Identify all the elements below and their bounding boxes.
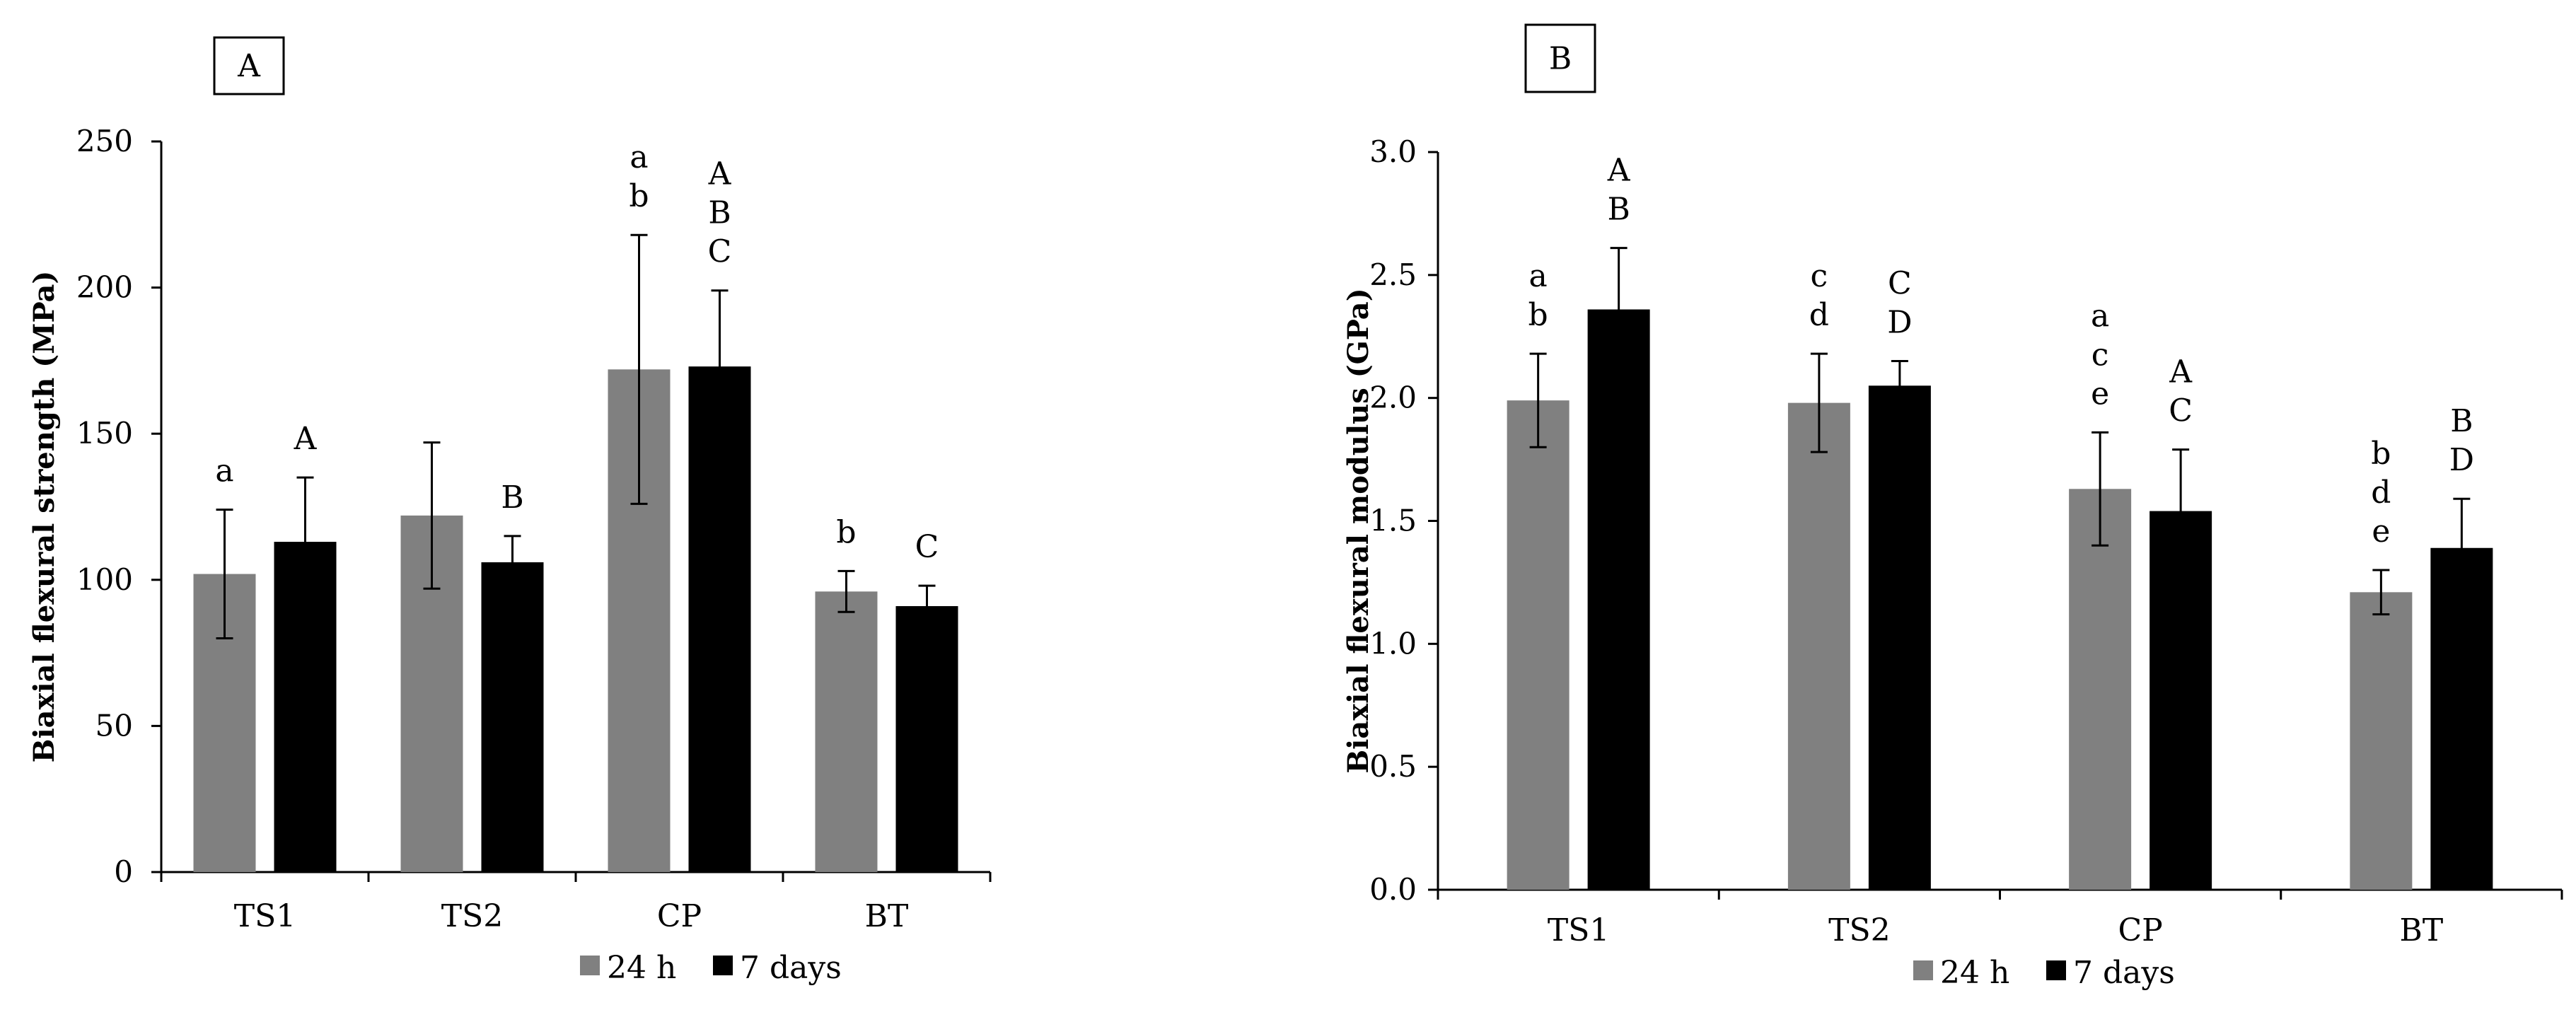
significance-letter: D: [2449, 442, 2474, 478]
bar-7days-CP: [688, 366, 751, 872]
significance-letter: a: [215, 453, 233, 489]
significance-letter: b: [2371, 436, 2391, 472]
y-tick-label: 2.0: [1369, 381, 1417, 415]
panel-label-box: [213, 36, 285, 95]
x-tick-label: BT: [2400, 912, 2444, 948]
significance-letter: A: [708, 156, 732, 192]
y-tick-label: 150: [76, 416, 133, 451]
significance-letter: e: [2091, 376, 2109, 412]
significance-letter: a: [2091, 298, 2109, 334]
panel-label: A: [237, 48, 261, 84]
significance-letter: A: [294, 421, 318, 457]
panel-label: B: [1549, 41, 1572, 77]
y-tick-label: 0.5: [1369, 749, 1417, 784]
significance-letter: B: [708, 195, 731, 231]
significance-letter: B: [501, 480, 523, 516]
x-tick-label: TS2: [1828, 912, 1890, 948]
legend-label: 24 h: [1940, 955, 2009, 991]
legend-swatch: [1913, 960, 1933, 980]
significance-letter: d: [1809, 297, 1829, 333]
legend-label: 7 days: [2073, 955, 2175, 991]
y-tick-label: 250: [76, 124, 133, 158]
significance-letter: b: [1528, 297, 1548, 333]
significance-letter: b: [836, 514, 856, 550]
x-tick-label: TS1: [1548, 912, 1609, 948]
x-tick-label: CP: [657, 898, 702, 934]
bar-24h-BT: [815, 591, 878, 872]
y-tick-label: 0.0: [1369, 872, 1417, 907]
y-tick-label: 100: [76, 562, 133, 597]
legend-label: 24 h: [607, 950, 676, 986]
significance-letter: C: [1888, 266, 1912, 302]
significance-letter: c: [2091, 337, 2109, 373]
x-tick-label: TS2: [441, 898, 503, 934]
bar-7days-TS2: [1868, 385, 1931, 890]
x-tick-label: BT: [865, 898, 909, 934]
significance-letter: d: [2371, 475, 2391, 511]
bar-7days-TS2: [481, 562, 544, 872]
significance-letter: C: [915, 529, 939, 565]
bar-7days-TS1: [1587, 309, 1650, 890]
bar-24h-BT: [2350, 592, 2413, 890]
bar-24h-TS2: [1787, 402, 1850, 890]
bar-24h-CP: [2069, 489, 2132, 890]
significance-letter: a: [1529, 258, 1548, 294]
y-axis-title: Biaxial flexural strength (MPa): [28, 271, 61, 763]
y-tick-label: 1.5: [1369, 504, 1417, 538]
significance-letter: A: [1607, 153, 1631, 189]
significance-letter: B: [2450, 403, 2473, 439]
x-tick-label: CP: [2118, 912, 2162, 948]
y-axis-title: Biaxial flexural modulus (GPa): [1342, 288, 1375, 773]
y-tick-label: 2.5: [1369, 257, 1417, 292]
legend-swatch: [580, 956, 600, 975]
y-tick-label: 50: [95, 708, 133, 743]
significance-letter: A: [2169, 354, 2193, 390]
significance-letter: C: [2169, 393, 2193, 429]
bar-7days-BT: [2430, 547, 2493, 890]
significance-letter: b: [629, 178, 649, 214]
significance-letter: a: [630, 139, 648, 175]
significance-letter: B: [1607, 192, 1630, 228]
bar-24h-TS1: [1507, 400, 1570, 890]
legend-swatch: [713, 956, 733, 975]
panel-label-box: [1524, 23, 1596, 93]
y-tick-label: 200: [76, 270, 133, 305]
x-tick-label: TS1: [234, 898, 296, 934]
y-tick-label: 3.0: [1369, 134, 1417, 169]
significance-letter: c: [1811, 258, 1828, 294]
legend-label: 7 days: [740, 950, 842, 986]
bar-7days-CP: [2149, 511, 2212, 890]
legend-swatch: [2046, 960, 2066, 980]
significance-letter: e: [2372, 513, 2390, 550]
significance-letter: C: [708, 234, 732, 270]
y-tick-label: 1.0: [1369, 626, 1417, 661]
significance-letter: D: [1887, 305, 1912, 341]
y-tick-label: 0: [114, 854, 133, 889]
bar-7days-BT: [895, 605, 958, 872]
